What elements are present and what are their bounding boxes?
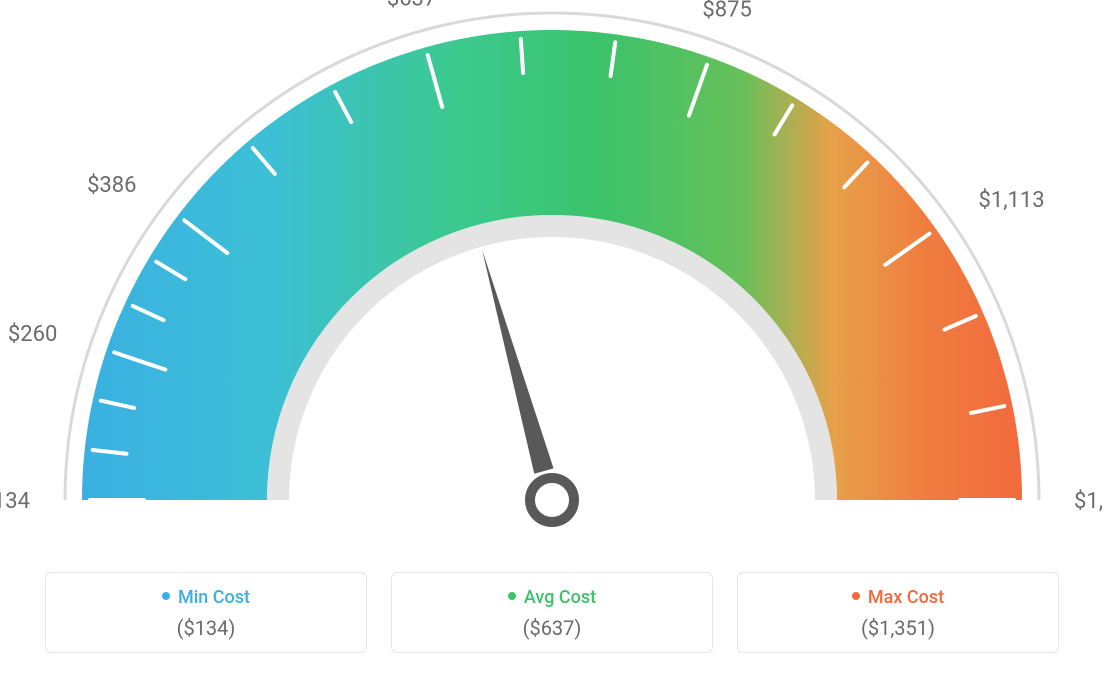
summary-cards: Min Cost ($134) Avg Cost ($637) Max Cost… bbox=[0, 572, 1104, 653]
max-dot-icon bbox=[852, 592, 860, 600]
avg-cost-card: Avg Cost ($637) bbox=[391, 572, 713, 653]
min-cost-label-row: Min Cost bbox=[46, 587, 366, 608]
scale-label: $637 bbox=[387, 0, 436, 11]
avg-cost-label: Avg Cost bbox=[524, 587, 596, 608]
scale-label: $875 bbox=[702, 0, 751, 22]
scale-label: $134 bbox=[0, 489, 30, 514]
gauge-svg: $134 $260 $386 $637 $875 $1,113 $1,351 bbox=[0, 0, 1104, 560]
gauge-chart-container: $134 $260 $386 $637 $875 $1,113 $1,351 Min Cos… bbox=[0, 0, 1104, 690]
min-cost-card: Min Cost ($134) bbox=[45, 572, 367, 653]
max-cost-card: Max Cost ($1,351) bbox=[737, 572, 1059, 653]
min-dot-icon bbox=[162, 592, 170, 600]
min-cost-label: Min Cost bbox=[178, 587, 250, 608]
avg-dot-icon bbox=[508, 592, 516, 600]
max-cost-value: ($1,351) bbox=[738, 616, 1058, 640]
avg-cost-label-row: Avg Cost bbox=[392, 587, 712, 608]
avg-cost-value: ($637) bbox=[392, 616, 712, 640]
scale-label: $1,351 bbox=[1074, 489, 1104, 514]
min-cost-value: ($134) bbox=[46, 616, 366, 640]
scale-label: $386 bbox=[87, 173, 136, 198]
max-cost-label: Max Cost bbox=[868, 587, 944, 608]
gauge-area: $134 $260 $386 $637 $875 $1,113 $1,351 bbox=[0, 0, 1104, 560]
max-cost-label-row: Max Cost bbox=[738, 587, 1058, 608]
scale-label: $1,113 bbox=[979, 188, 1045, 213]
scale-label: $260 bbox=[8, 322, 57, 347]
